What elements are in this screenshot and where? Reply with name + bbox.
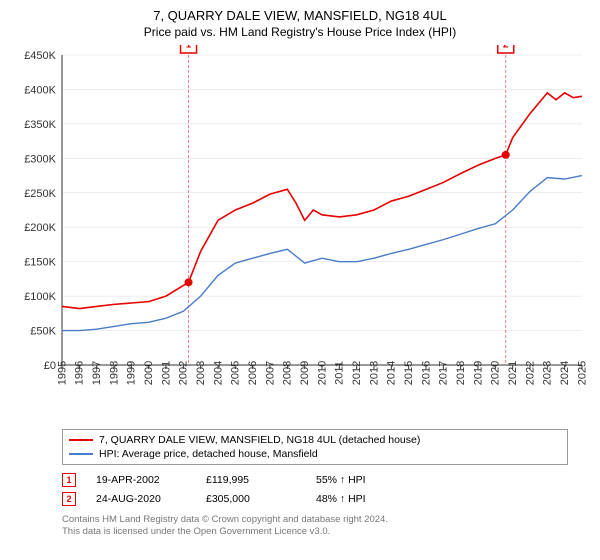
svg-text:2025: 2025	[576, 361, 588, 385]
sale-date: 19-APR-2002	[96, 474, 186, 486]
sales-table: 1 19-APR-2002 £119,995 55% ↑ HPI2 24-AUG…	[12, 471, 588, 508]
svg-text:2008: 2008	[282, 361, 294, 385]
sale-marker-box: 2	[62, 492, 76, 506]
legend-row-1: 7, QUARRY DALE VIEW, MANSFIELD, NG18 4UL…	[69, 433, 561, 447]
footer-attribution: Contains HM Land Registry data © Crown c…	[62, 514, 568, 539]
svg-text:2010: 2010	[316, 361, 328, 385]
sale-row: 1 19-APR-2002 £119,995 55% ↑ HPI	[62, 471, 568, 489]
legend-row-2: HPI: Average price, detached house, Mans…	[69, 447, 561, 461]
svg-text:£300K: £300K	[24, 153, 56, 165]
svg-text:2005: 2005	[230, 361, 242, 385]
legend-box: 7, QUARRY DALE VIEW, MANSFIELD, NG18 4UL…	[62, 429, 568, 465]
sale-delta: 48% ↑ HPI	[316, 493, 406, 505]
svg-text:2021: 2021	[507, 361, 519, 385]
svg-text:£400K: £400K	[24, 84, 56, 96]
svg-text:2016: 2016	[420, 361, 432, 385]
svg-text:£150K: £150K	[24, 257, 56, 269]
footer-line-2: This data is licensed under the Open Gov…	[62, 526, 568, 538]
sale-row: 2 24-AUG-2020 £305,000 48% ↑ HPI	[62, 490, 568, 508]
svg-text:1: 1	[186, 45, 192, 51]
chart-plot-area: £0 £50K £100K £150K £200K £250K £300K £350K £400…	[12, 45, 588, 425]
svg-text:£0: £0	[44, 360, 56, 372]
svg-text:2007: 2007	[264, 361, 276, 385]
svg-text:2006: 2006	[247, 361, 259, 385]
legend-label-1: 7, QUARRY DALE VIEW, MANSFIELD, NG18 4UL…	[99, 434, 420, 446]
chart-container: 7, QUARRY DALE VIEW, MANSFIELD, NG18 4UL…	[0, 0, 600, 560]
svg-text:£450K: £450K	[24, 50, 56, 62]
svg-text:2003: 2003	[195, 361, 207, 385]
svg-text:2022: 2022	[524, 361, 536, 385]
chart-subtitle: Price paid vs. HM Land Registry's House …	[12, 25, 588, 39]
svg-text:2024: 2024	[559, 361, 571, 385]
svg-text:£100K: £100K	[24, 291, 56, 303]
svg-text:2023: 2023	[542, 361, 554, 385]
svg-text:2020: 2020	[490, 361, 502, 385]
sale-delta: 55% ↑ HPI	[316, 474, 406, 486]
svg-text:2013: 2013	[368, 361, 380, 385]
svg-text:2019: 2019	[472, 361, 484, 385]
chart-title: 7, QUARRY DALE VIEW, MANSFIELD, NG18 4UL	[12, 8, 588, 23]
legend-swatch-1	[69, 439, 93, 441]
svg-text:£50K: £50K	[30, 326, 56, 338]
svg-text:2004: 2004	[212, 361, 224, 385]
svg-text:2009: 2009	[299, 361, 311, 385]
sale-price: £305,000	[206, 493, 296, 505]
svg-text:2017: 2017	[438, 361, 450, 385]
svg-text:£200K: £200K	[24, 222, 56, 234]
sale-price: £119,995	[206, 474, 296, 486]
svg-text:1997: 1997	[91, 361, 103, 385]
svg-text:£250K: £250K	[24, 188, 56, 200]
svg-text:1999: 1999	[126, 361, 138, 385]
svg-text:1996: 1996	[74, 361, 86, 385]
sale-date: 24-AUG-2020	[96, 493, 186, 505]
chart-svg: £0 £50K £100K £150K £200K £250K £300K £350K £400…	[12, 45, 588, 425]
svg-text:2: 2	[503, 45, 509, 51]
svg-text:£350K: £350K	[24, 119, 56, 131]
legend-swatch-2	[69, 453, 93, 455]
svg-text:2002: 2002	[178, 361, 190, 385]
svg-text:2012: 2012	[351, 361, 363, 385]
svg-text:2001: 2001	[160, 361, 172, 385]
svg-text:2014: 2014	[386, 361, 398, 385]
svg-text:2018: 2018	[455, 361, 467, 385]
footer-line-1: Contains HM Land Registry data © Crown c…	[62, 514, 568, 526]
sale-marker-box: 1	[62, 473, 76, 487]
svg-text:1998: 1998	[108, 361, 120, 385]
legend-label-2: HPI: Average price, detached house, Mans…	[99, 448, 318, 460]
svg-text:2015: 2015	[403, 361, 415, 385]
svg-text:2000: 2000	[143, 361, 155, 385]
